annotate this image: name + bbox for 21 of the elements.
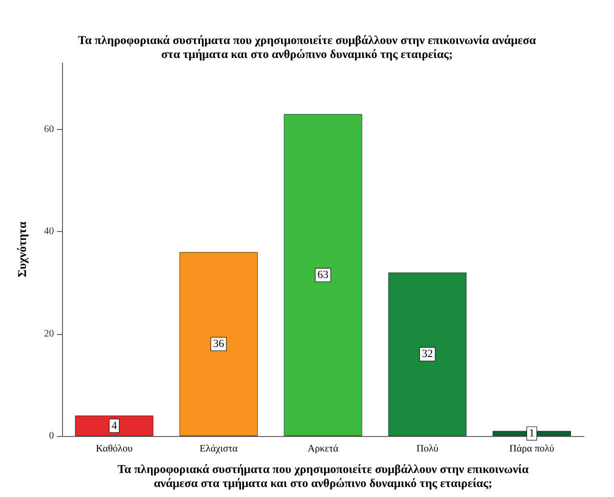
y-axis-title: Συχνότητα bbox=[15, 221, 29, 278]
data-label: 1 bbox=[529, 427, 535, 440]
x-tick-label: Αρκετά bbox=[308, 444, 340, 454]
bar bbox=[388, 272, 467, 436]
data-label: 36 bbox=[213, 338, 225, 350]
bar bbox=[179, 252, 258, 436]
y-tick-label: 20 bbox=[44, 328, 54, 340]
data-label: 32 bbox=[422, 348, 433, 360]
x-tick-label: Πολύ bbox=[416, 444, 438, 454]
x-tick-label: Καθόλου bbox=[96, 444, 133, 454]
data-label: 4 bbox=[111, 420, 118, 432]
y-tick-label: 60 bbox=[44, 124, 54, 135]
bar bbox=[284, 114, 362, 436]
y-tick-label: 40 bbox=[44, 226, 54, 238]
data-label: 63 bbox=[318, 269, 329, 282]
chart-title: Τα πληροφοριακά συστήματα που χρησιμοποιείτε συμβάλλουν στην επικοινωνία ανάμεσα στα τμήματα και στο ανθρώπινο δυναμικό της εταιρείας; bbox=[78, 33, 536, 61]
bar bbox=[75, 416, 154, 436]
x-axis-title: Τα πληροφοριακά συστήματα που χρησιμοποιείτε συμβάλλουν στην επικοινωνία ανάμεσα στα τμήματα και στο ανθρώπινο δυναμικό της εταιρείας; bbox=[117, 462, 529, 490]
y-tick-label: 0 bbox=[49, 430, 54, 442]
x-tick-label: Ελάχιστα bbox=[200, 444, 238, 454]
x-tick-label: Πάρα πολύ bbox=[509, 444, 554, 454]
